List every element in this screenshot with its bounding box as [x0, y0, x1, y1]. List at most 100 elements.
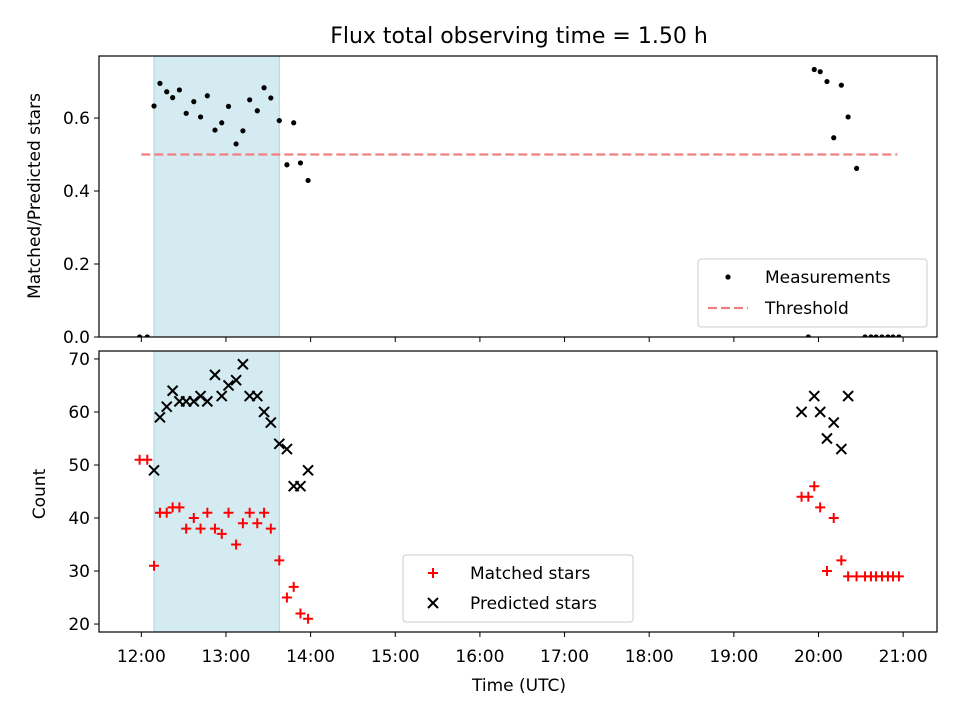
data-point	[291, 120, 297, 126]
x-axis-label: Time (UTC)	[471, 676, 566, 696]
data-point	[873, 334, 879, 337]
legend-label-threshold: Threshold	[764, 299, 849, 319]
data-point	[836, 555, 847, 566]
data-point	[294, 480, 307, 492]
data-point	[161, 400, 173, 413]
data-point	[240, 128, 246, 134]
data-point	[157, 80, 163, 86]
data-point	[237, 358, 249, 370]
data-point	[288, 581, 299, 592]
data-point	[831, 135, 837, 141]
axes-frame	[98, 350, 938, 633]
data-point	[305, 177, 311, 184]
data-point	[174, 502, 185, 513]
data-point	[183, 110, 189, 116]
plot-area	[137, 56, 902, 337]
data-point	[885, 334, 891, 337]
data-point	[258, 406, 270, 418]
x-tick-label: 16:00	[455, 647, 504, 667]
data-point	[188, 513, 199, 524]
data-point	[137, 334, 143, 337]
y-tick-label: 60	[68, 403, 90, 423]
data-point	[170, 95, 176, 101]
data-point	[265, 523, 276, 534]
data-point	[824, 78, 830, 85]
data-point	[188, 395, 200, 408]
data-point	[231, 539, 242, 550]
x-tick-label: 19:00	[709, 647, 758, 667]
data-point	[142, 454, 153, 465]
data-point	[201, 395, 214, 408]
plot-area	[134, 351, 904, 632]
data-point	[216, 528, 227, 539]
data-point	[814, 406, 826, 418]
data-point	[879, 334, 885, 337]
data-point	[868, 334, 874, 337]
data-point	[222, 379, 235, 392]
data-point	[216, 390, 228, 402]
legend-label-predicted: Predicted stars	[470, 594, 597, 614]
data-point	[144, 334, 150, 337]
data-point	[191, 99, 197, 105]
data-point	[154, 411, 166, 423]
data-point	[808, 390, 820, 402]
series-matched-stars	[134, 454, 904, 624]
x-tick-label: 20:00	[794, 647, 843, 667]
data-point	[281, 592, 292, 603]
data-point	[195, 523, 206, 534]
data-point	[838, 82, 844, 88]
data-point	[853, 165, 860, 171]
legend-marker-matched	[428, 568, 438, 578]
x-tick-label: 14:00	[286, 647, 335, 667]
data-point	[149, 560, 160, 571]
data-point	[896, 334, 902, 337]
legend-label-matched: Matched stars	[470, 564, 590, 584]
data-point	[821, 566, 832, 577]
data-point	[295, 608, 306, 619]
data-point	[821, 432, 833, 445]
data-point	[233, 141, 239, 147]
top-y-axis-label: Matched/Predicted stars	[25, 93, 45, 299]
series-predicted-stars	[148, 358, 854, 492]
y-tick-label: 20	[68, 615, 90, 635]
x-tick-label: 17:00	[540, 647, 589, 667]
legend-box	[697, 258, 928, 328]
y-tick-label: 50	[68, 456, 90, 476]
data-point	[842, 390, 854, 402]
data-point	[297, 160, 304, 166]
data-point	[835, 443, 848, 455]
legend-box	[402, 554, 634, 623]
data-point	[202, 507, 213, 518]
data-point	[204, 93, 210, 99]
data-point	[795, 406, 808, 418]
data-point	[161, 507, 172, 518]
data-point	[194, 390, 207, 402]
data-point	[209, 523, 220, 534]
y-tick-label: 0.6	[63, 109, 90, 129]
axes-frame	[98, 55, 938, 338]
top-panel-flux-ratio: 0.0 0.2 0.4 0.6 Measurements Threshold	[63, 55, 938, 348]
data-point	[209, 369, 221, 381]
x-tick-label: 18:00	[625, 647, 674, 667]
bottom-y-axis-label: Count	[30, 468, 50, 519]
data-point	[225, 103, 232, 109]
legend-label-measurements: Measurements	[765, 268, 891, 288]
chart-title: Flux total observing time = 1.50 h	[330, 24, 708, 49]
y-tick-label: 40	[68, 509, 90, 529]
data-point	[176, 87, 183, 93]
data-point	[817, 69, 823, 75]
data-point	[303, 613, 314, 624]
data-point	[851, 571, 862, 582]
data-point	[273, 438, 286, 450]
data-point	[164, 89, 170, 95]
data-point	[809, 481, 820, 492]
data-point	[244, 507, 255, 518]
data-point	[268, 95, 274, 101]
data-point	[815, 502, 826, 513]
data-point	[284, 162, 290, 168]
data-point	[274, 555, 285, 566]
data-point	[223, 507, 234, 518]
data-point	[811, 66, 817, 73]
data-point	[181, 523, 192, 534]
